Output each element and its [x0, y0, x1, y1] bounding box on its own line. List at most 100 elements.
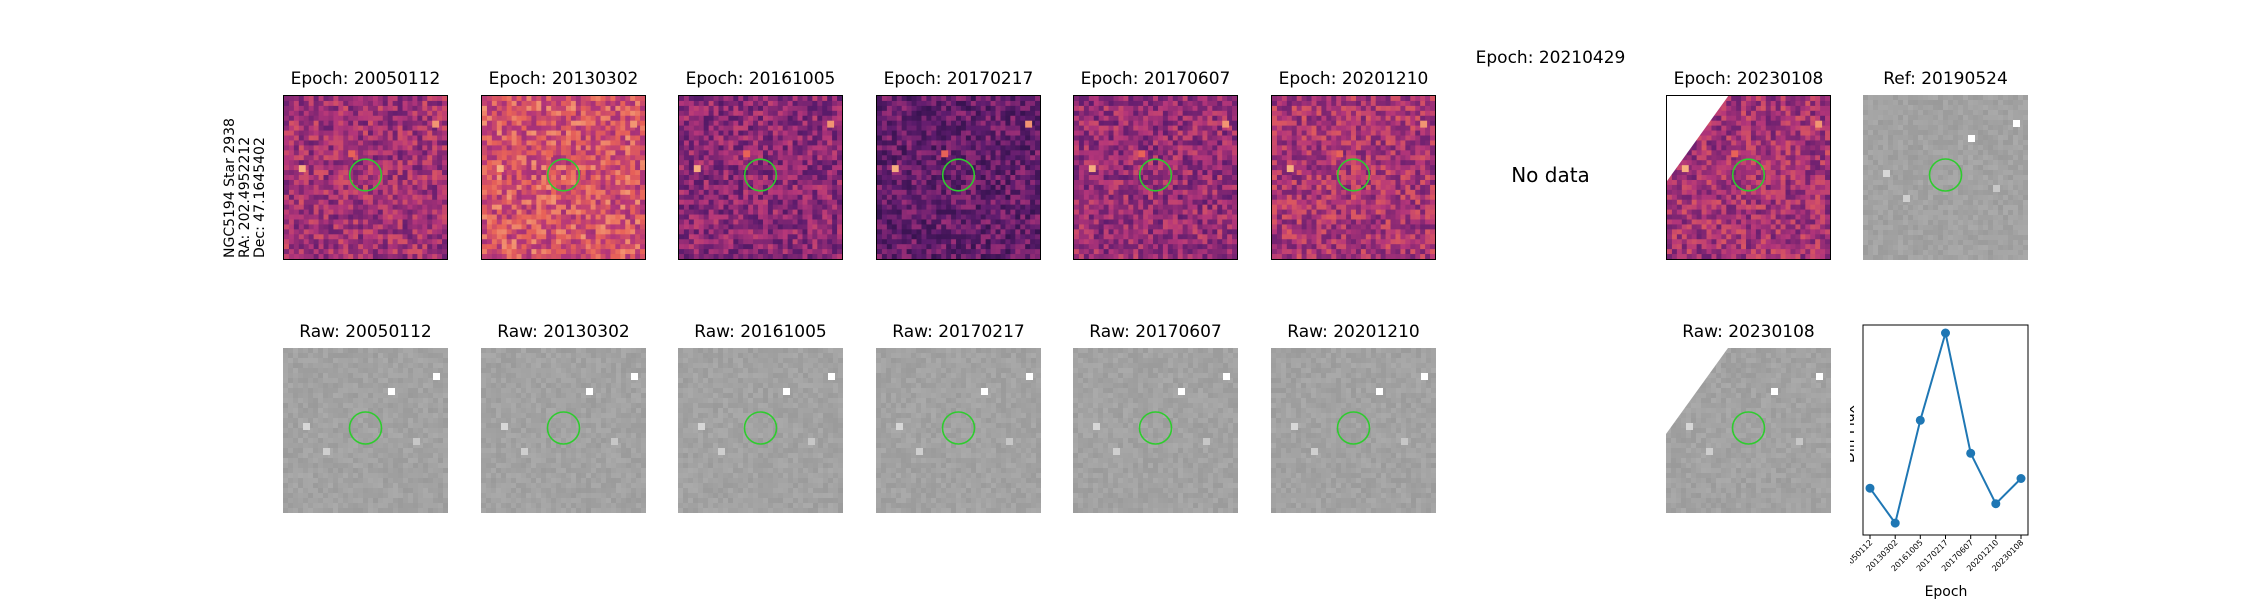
- object-ra: RA: 202.4952212: [237, 136, 253, 258]
- star-source: [783, 388, 790, 395]
- raw-title-2: Raw: 20130302: [497, 322, 630, 342]
- star-source: [1026, 373, 1033, 380]
- star-source: [1138, 150, 1146, 158]
- star-source: [1968, 135, 1975, 142]
- star-source: [827, 120, 835, 128]
- star-source: [323, 448, 330, 455]
- data-point: [1941, 328, 1950, 338]
- star-source: [743, 150, 751, 158]
- star-source: [298, 165, 306, 173]
- star-source: [891, 165, 899, 173]
- star-source: [828, 373, 835, 380]
- raw-title-6: Raw: 20201210: [1287, 322, 1420, 342]
- star-source: [1681, 165, 1689, 173]
- star-source: [1706, 448, 1713, 455]
- target-circle: [1336, 411, 1371, 445]
- raw-title-7: Raw: 20230108: [1682, 322, 1815, 342]
- star-source: [718, 448, 725, 455]
- star-source: [2013, 120, 2020, 127]
- star-source: [1401, 438, 1408, 445]
- diff-title-2: Epoch: 20130302: [488, 69, 639, 89]
- target-circle: [546, 158, 581, 192]
- star-source: [896, 423, 903, 430]
- object-name: NGC5194 Star 2938: [222, 118, 238, 258]
- raw-panel-6: [1271, 348, 1436, 513]
- plot-ylabel: Diff Flux: [1850, 405, 1858, 463]
- star-source: [941, 150, 949, 158]
- star-source: [303, 423, 310, 430]
- raw-panel-4: [876, 348, 1041, 513]
- star-source: [630, 120, 638, 128]
- raw-panel-1: [283, 348, 448, 513]
- star-source: [1025, 120, 1033, 128]
- star-source: [916, 448, 923, 455]
- star-source: [413, 438, 420, 445]
- star-source: [388, 388, 395, 395]
- star-source: [1816, 373, 1823, 380]
- target-circle: [941, 411, 976, 445]
- no-data-label: No data: [1511, 163, 1590, 187]
- data-point: [2016, 474, 2026, 483]
- star-source: [1731, 150, 1739, 158]
- star-source: [1113, 448, 1120, 455]
- star-source: [433, 373, 440, 380]
- star-source: [981, 388, 988, 395]
- target-circle: [1336, 158, 1371, 192]
- diff-panel-6: [1271, 95, 1436, 260]
- star-source: [1903, 195, 1910, 202]
- star-source: [1223, 373, 1230, 380]
- diff-panel-2: [481, 95, 646, 260]
- raw-panel-3: [678, 348, 843, 513]
- star-source: [808, 438, 815, 445]
- target-circle: [941, 158, 976, 192]
- raw-panel-5: [1073, 348, 1238, 513]
- star-source: [496, 165, 504, 173]
- raw-panel-2: [481, 348, 646, 513]
- ref-panel: [1863, 95, 2028, 260]
- diff-title-6: Epoch: 20201210: [1278, 69, 1429, 89]
- masked-edge: [1666, 348, 1728, 434]
- diff-title-5: Epoch: 20170607: [1080, 69, 1231, 89]
- target-circle: [348, 411, 383, 445]
- data-point: [1991, 499, 2001, 509]
- star-source: [1376, 388, 1383, 395]
- star-source: [1336, 150, 1344, 158]
- star-source: [501, 423, 508, 430]
- target-circle: [743, 411, 778, 445]
- star-source: [1796, 438, 1803, 445]
- target-circle: [1138, 411, 1173, 445]
- series-line: [1869, 332, 2022, 526]
- star-source: [1291, 423, 1298, 430]
- diff-title-1: Epoch: 20050112: [290, 69, 441, 89]
- star-source: [1686, 423, 1693, 430]
- star-source: [348, 150, 356, 158]
- target-circle: [1731, 158, 1766, 192]
- diff-panel-5: [1073, 95, 1238, 260]
- star-source: [1993, 185, 2000, 192]
- target-circle: [1928, 158, 1963, 192]
- star-source: [1088, 165, 1096, 173]
- raw-title-3: Raw: 20161005: [694, 322, 827, 342]
- masked-edge: [1667, 96, 1729, 181]
- star-source: [546, 150, 554, 158]
- object-dec: Dec: 47.1645402: [252, 137, 268, 258]
- star-source: [1222, 120, 1230, 128]
- star-source: [1311, 448, 1318, 455]
- star-source: [1093, 423, 1100, 430]
- raw-title-1: Raw: 20050112: [299, 322, 432, 342]
- star-source: [432, 120, 440, 128]
- data-point: [1865, 483, 1875, 493]
- object-info: NGC5194 Star 2938 RA: 202.4952212 Dec: 4…: [222, 78, 283, 258]
- target-circle: [1731, 411, 1766, 445]
- data-point: [1915, 415, 1925, 425]
- star-source: [631, 373, 638, 380]
- plot-xlabel: Epoch: [1925, 584, 1968, 600]
- diff-title-4: Epoch: 20170217: [883, 69, 1034, 89]
- ref-title: Ref: 20190524: [1883, 69, 2008, 89]
- diff-title-7: Epoch: 20210429: [1475, 48, 1626, 68]
- target-circle: [743, 158, 778, 192]
- raw-title-5: Raw: 20170607: [1089, 322, 1222, 342]
- star-source: [1420, 120, 1428, 128]
- diff-panel-1: [283, 95, 448, 260]
- star-source: [521, 448, 528, 455]
